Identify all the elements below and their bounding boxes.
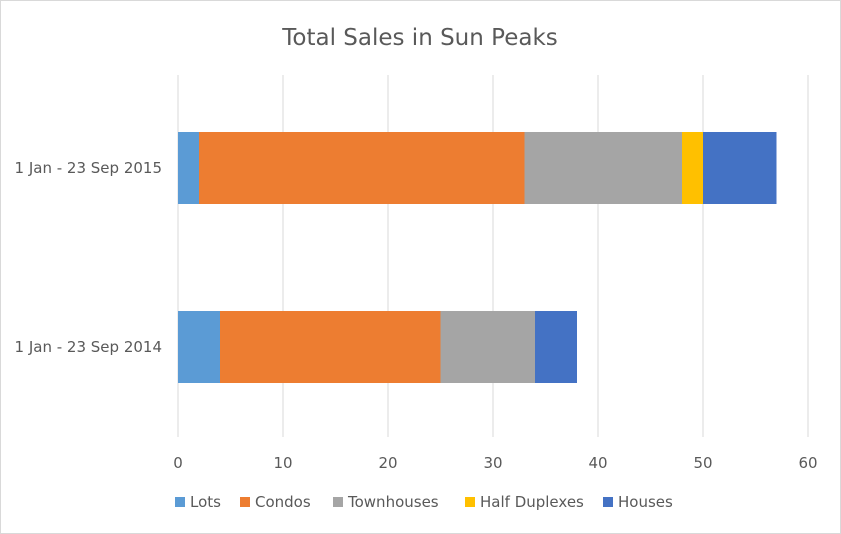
x-tick-label-20: 20 [378,454,397,472]
legend-swatch-2 [333,497,343,507]
x-tick-label-0: 0 [173,454,183,472]
x-tick-label-50: 50 [693,454,712,472]
bar-houses-1 [535,311,577,383]
category-labels: 1 Jan - 23 Sep 2015 1 Jan - 23 Sep 2014 [15,159,162,356]
bar-condos-1 [220,311,441,383]
legend-label-2: Townhouses [347,493,439,511]
legend-swatch-3 [465,497,475,507]
x-tick-labels: 0 10 20 30 40 50 60 [173,454,817,472]
chart-title: Total Sales in Sun Peaks [281,25,558,51]
bar-condos-0 [199,132,525,204]
x-tick-label-60: 60 [798,454,817,472]
legend-label-1: Condos [255,493,311,511]
legend-label-4: Houses [618,493,673,511]
bar-townhouses-0 [524,132,682,204]
x-tick-label-30: 30 [483,454,502,472]
legend-swatch-4 [603,497,613,507]
legend: Lots Condos Townhouses Half Duplexes Houses [175,493,673,511]
legend-swatch-1 [240,497,250,507]
bar-lots-1 [178,311,220,383]
bar-houses-0 [703,132,777,204]
bar-lots-0 [178,132,199,204]
legend-swatch-0 [175,497,185,507]
x-tick-label-40: 40 [588,454,607,472]
bars [178,132,777,383]
category-label-1: 1 Jan - 23 Sep 2014 [15,338,162,356]
legend-label-0: Lots [190,493,221,511]
legend-label-3: Half Duplexes [480,493,584,511]
x-tick-label-10: 10 [273,454,292,472]
bar-half-duplexes-0 [682,132,703,204]
category-label-0: 1 Jan - 23 Sep 2015 [15,159,162,177]
bar-townhouses-1 [440,311,535,383]
